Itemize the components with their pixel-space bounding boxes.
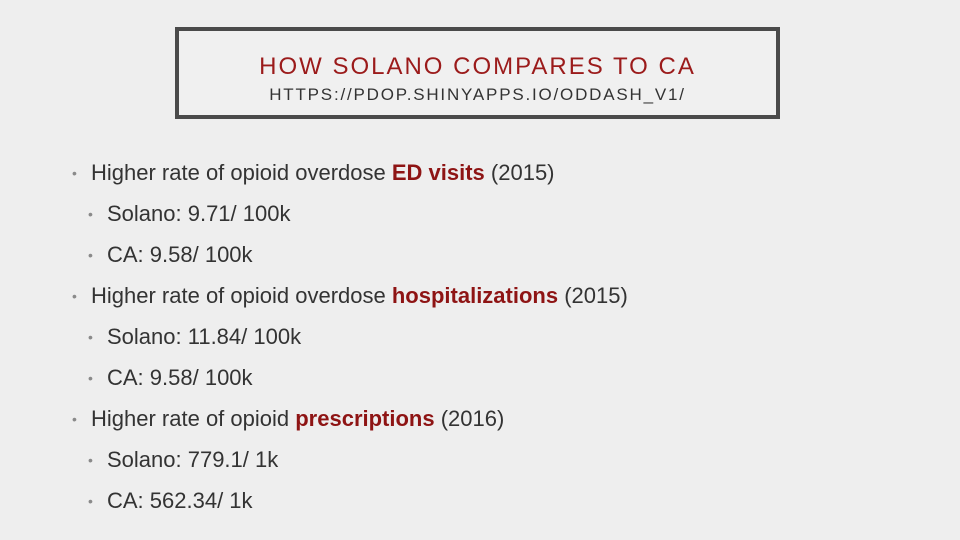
sub-list-item: • CA: 9.58/ 100k [88,239,932,280]
bullet-list: • Higher rate of opioid overdose ED visit… [72,157,932,526]
bullet-icon: • [72,165,77,181]
item-highlight: ED visits [391,160,485,185]
item-text-suffix: (2016) [434,406,505,431]
slide-subtitle-url: HTTPS://PDOP.SHINYAPPS.IO/ODDASH_V1/ [269,85,686,104]
bullet-icon: • [88,370,93,386]
bullet-icon: • [72,288,77,304]
list-item: • Higher rate of opioid overdose hospital… [72,280,932,321]
item-text-prefix: Higher rate of opioid [91,406,296,431]
item-highlight: hospitalizations [391,283,559,308]
sub-list-item: • CA: 562.34/ 1k [88,485,932,526]
sub-item-text: Solano: 11.84/ 100k [107,324,302,349]
list-item: • Higher rate of opioid overdose ED visit… [72,157,932,198]
sub-list-item: • Solano: 779.1/ 1k [88,444,932,485]
sub-item-text: CA: 562.34/ 1k [107,488,253,513]
bullet-icon: • [88,247,93,263]
item-text-prefix: Higher rate of opioid overdose [91,160,392,185]
sub-list-item: • Solano: 11.84/ 100k [88,321,932,362]
sub-list-item: • Solano: 9.71/ 100k [88,198,932,239]
sub-item-text: CA: 9.58/ 100k [107,242,253,267]
sub-item-text: Solano: 9.71/ 100k [107,201,291,226]
bullet-icon: • [72,411,77,427]
bullet-icon: • [88,329,93,345]
slide-title: HOW SOLANO COMPARES TO CA [259,53,696,80]
item-text-prefix: Higher rate of opioid overdose [91,283,392,308]
item-highlight: prescriptions [295,406,435,431]
item-text-suffix: (2015) [484,160,555,185]
bullet-icon: • [88,206,93,222]
list-item: • Higher rate of opioid prescriptions (20… [72,403,932,444]
sub-item-text: CA: 9.58/ 100k [107,365,253,390]
title-box: HOW SOLANO COMPARES TO CA HTTPS://PDOP.S… [175,27,780,119]
bullet-icon: • [88,493,93,509]
bullet-icon: • [88,452,93,468]
sub-list-item: • CA: 9.58/ 100k [88,362,932,403]
sub-item-text: Solano: 779.1/ 1k [107,447,279,472]
item-text-suffix: (2015) [558,283,628,308]
